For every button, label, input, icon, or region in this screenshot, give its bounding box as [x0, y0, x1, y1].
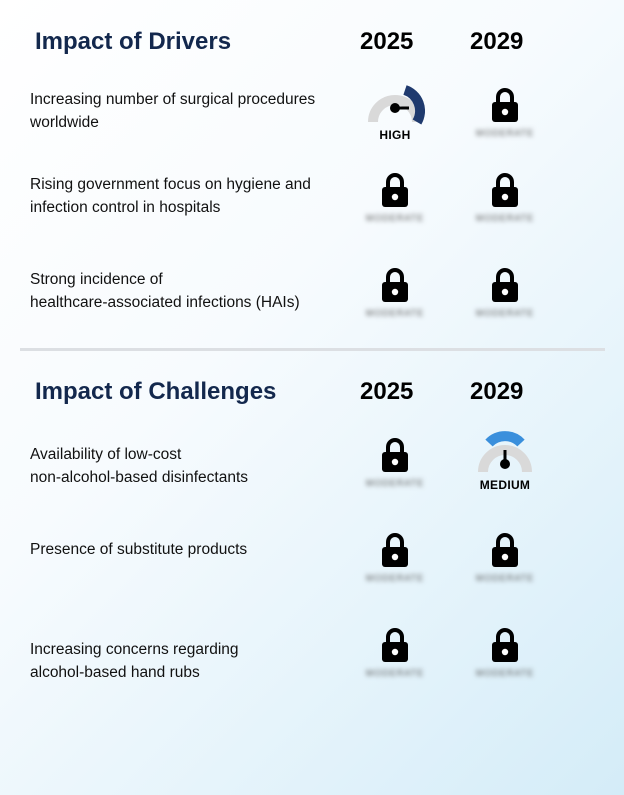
challenge-label-line: Presence of substitute products [30, 541, 248, 558]
lock-icon [382, 533, 408, 567]
section-divider [20, 348, 605, 351]
challenge-label-line: non-alcohol-based disinfectants [30, 469, 248, 486]
driver-label-line: Increasing number of surgical procedures [30, 91, 316, 108]
driver-2029-rating: MODERATE [465, 173, 545, 223]
lock-icon [492, 628, 518, 662]
driver-label-line: healthcare-associated infections (HAIs) [30, 294, 300, 311]
drivers-title: Impact of Drivers [35, 28, 232, 55]
challenge-2025-rating: MODERATE [355, 628, 435, 678]
blurred-rating: MODERATE [365, 308, 425, 318]
rating-label: MEDIUM [479, 478, 531, 492]
lock-icon [492, 88, 518, 122]
blurred-rating: MODERATE [365, 573, 425, 583]
gauge-icon [368, 85, 425, 125]
lock-icon [382, 438, 408, 472]
driver-label-line: Strong incidence of [30, 271, 163, 288]
driver-2029-rating: MODERATE [465, 88, 545, 138]
blurred-rating: MODERATE [365, 478, 425, 488]
lock-icon [382, 628, 408, 662]
drivers-year-2025: 2025 [360, 28, 414, 55]
challenges-year-2025: 2025 [360, 378, 414, 405]
challenge-label: Availability of low-cost non-alcohol-bas… [30, 443, 340, 489]
challenge-2029-rating: MODERATE [465, 533, 545, 583]
gauge-icon [478, 431, 532, 473]
blurred-rating: MODERATE [475, 573, 535, 583]
blurred-rating: MODERATE [475, 213, 535, 223]
driver-label: Increasing number of surgical procedures… [30, 88, 340, 134]
driver-label-line: worldwide [30, 114, 99, 131]
blurred-rating: MODERATE [365, 668, 425, 678]
blurred-rating: MODERATE [365, 213, 425, 223]
challenge-label: Increasing concerns regarding alcohol-ba… [30, 638, 340, 684]
driver-label: Rising government focus on hygiene and i… [30, 173, 340, 219]
challenge-2029-rating: MEDIUM [465, 430, 545, 492]
challenge-label-line: alcohol-based hand rubs [30, 664, 200, 681]
driver-2029-rating: MODERATE [465, 268, 545, 318]
drivers-year-2029: 2029 [470, 28, 524, 55]
driver-2025-rating: MODERATE [355, 173, 435, 223]
challenge-2025-rating: MODERATE [355, 533, 435, 583]
lock-icon [492, 173, 518, 207]
challenges-title: Impact of Challenges [35, 378, 277, 405]
challenge-label-line: Increasing concerns regarding [30, 641, 239, 658]
lock-icon [382, 173, 408, 207]
challenge-label-line: Availability of low-cost [30, 446, 182, 463]
blurred-rating: MODERATE [475, 668, 535, 678]
lock-icon [492, 268, 518, 302]
driver-2025-rating: MODERATE [355, 268, 435, 318]
driver-2025-rating: HIGH [355, 80, 435, 142]
blurred-rating: MODERATE [475, 128, 535, 138]
driver-label-line: infection control in hospitals [30, 199, 221, 216]
challenges-year-2029: 2029 [470, 378, 524, 405]
blurred-rating: MODERATE [475, 308, 535, 318]
driver-label-line: Rising government focus on hygiene and [30, 176, 311, 193]
lock-icon [382, 268, 408, 302]
challenge-2029-rating: MODERATE [465, 628, 545, 678]
lock-icon [492, 533, 518, 567]
challenge-label: Presence of substitute products [30, 538, 340, 561]
challenge-2025-rating: MODERATE [355, 438, 435, 488]
rating-label: HIGH [379, 128, 411, 142]
driver-label: Strong incidence of healthcare-associate… [30, 268, 340, 314]
